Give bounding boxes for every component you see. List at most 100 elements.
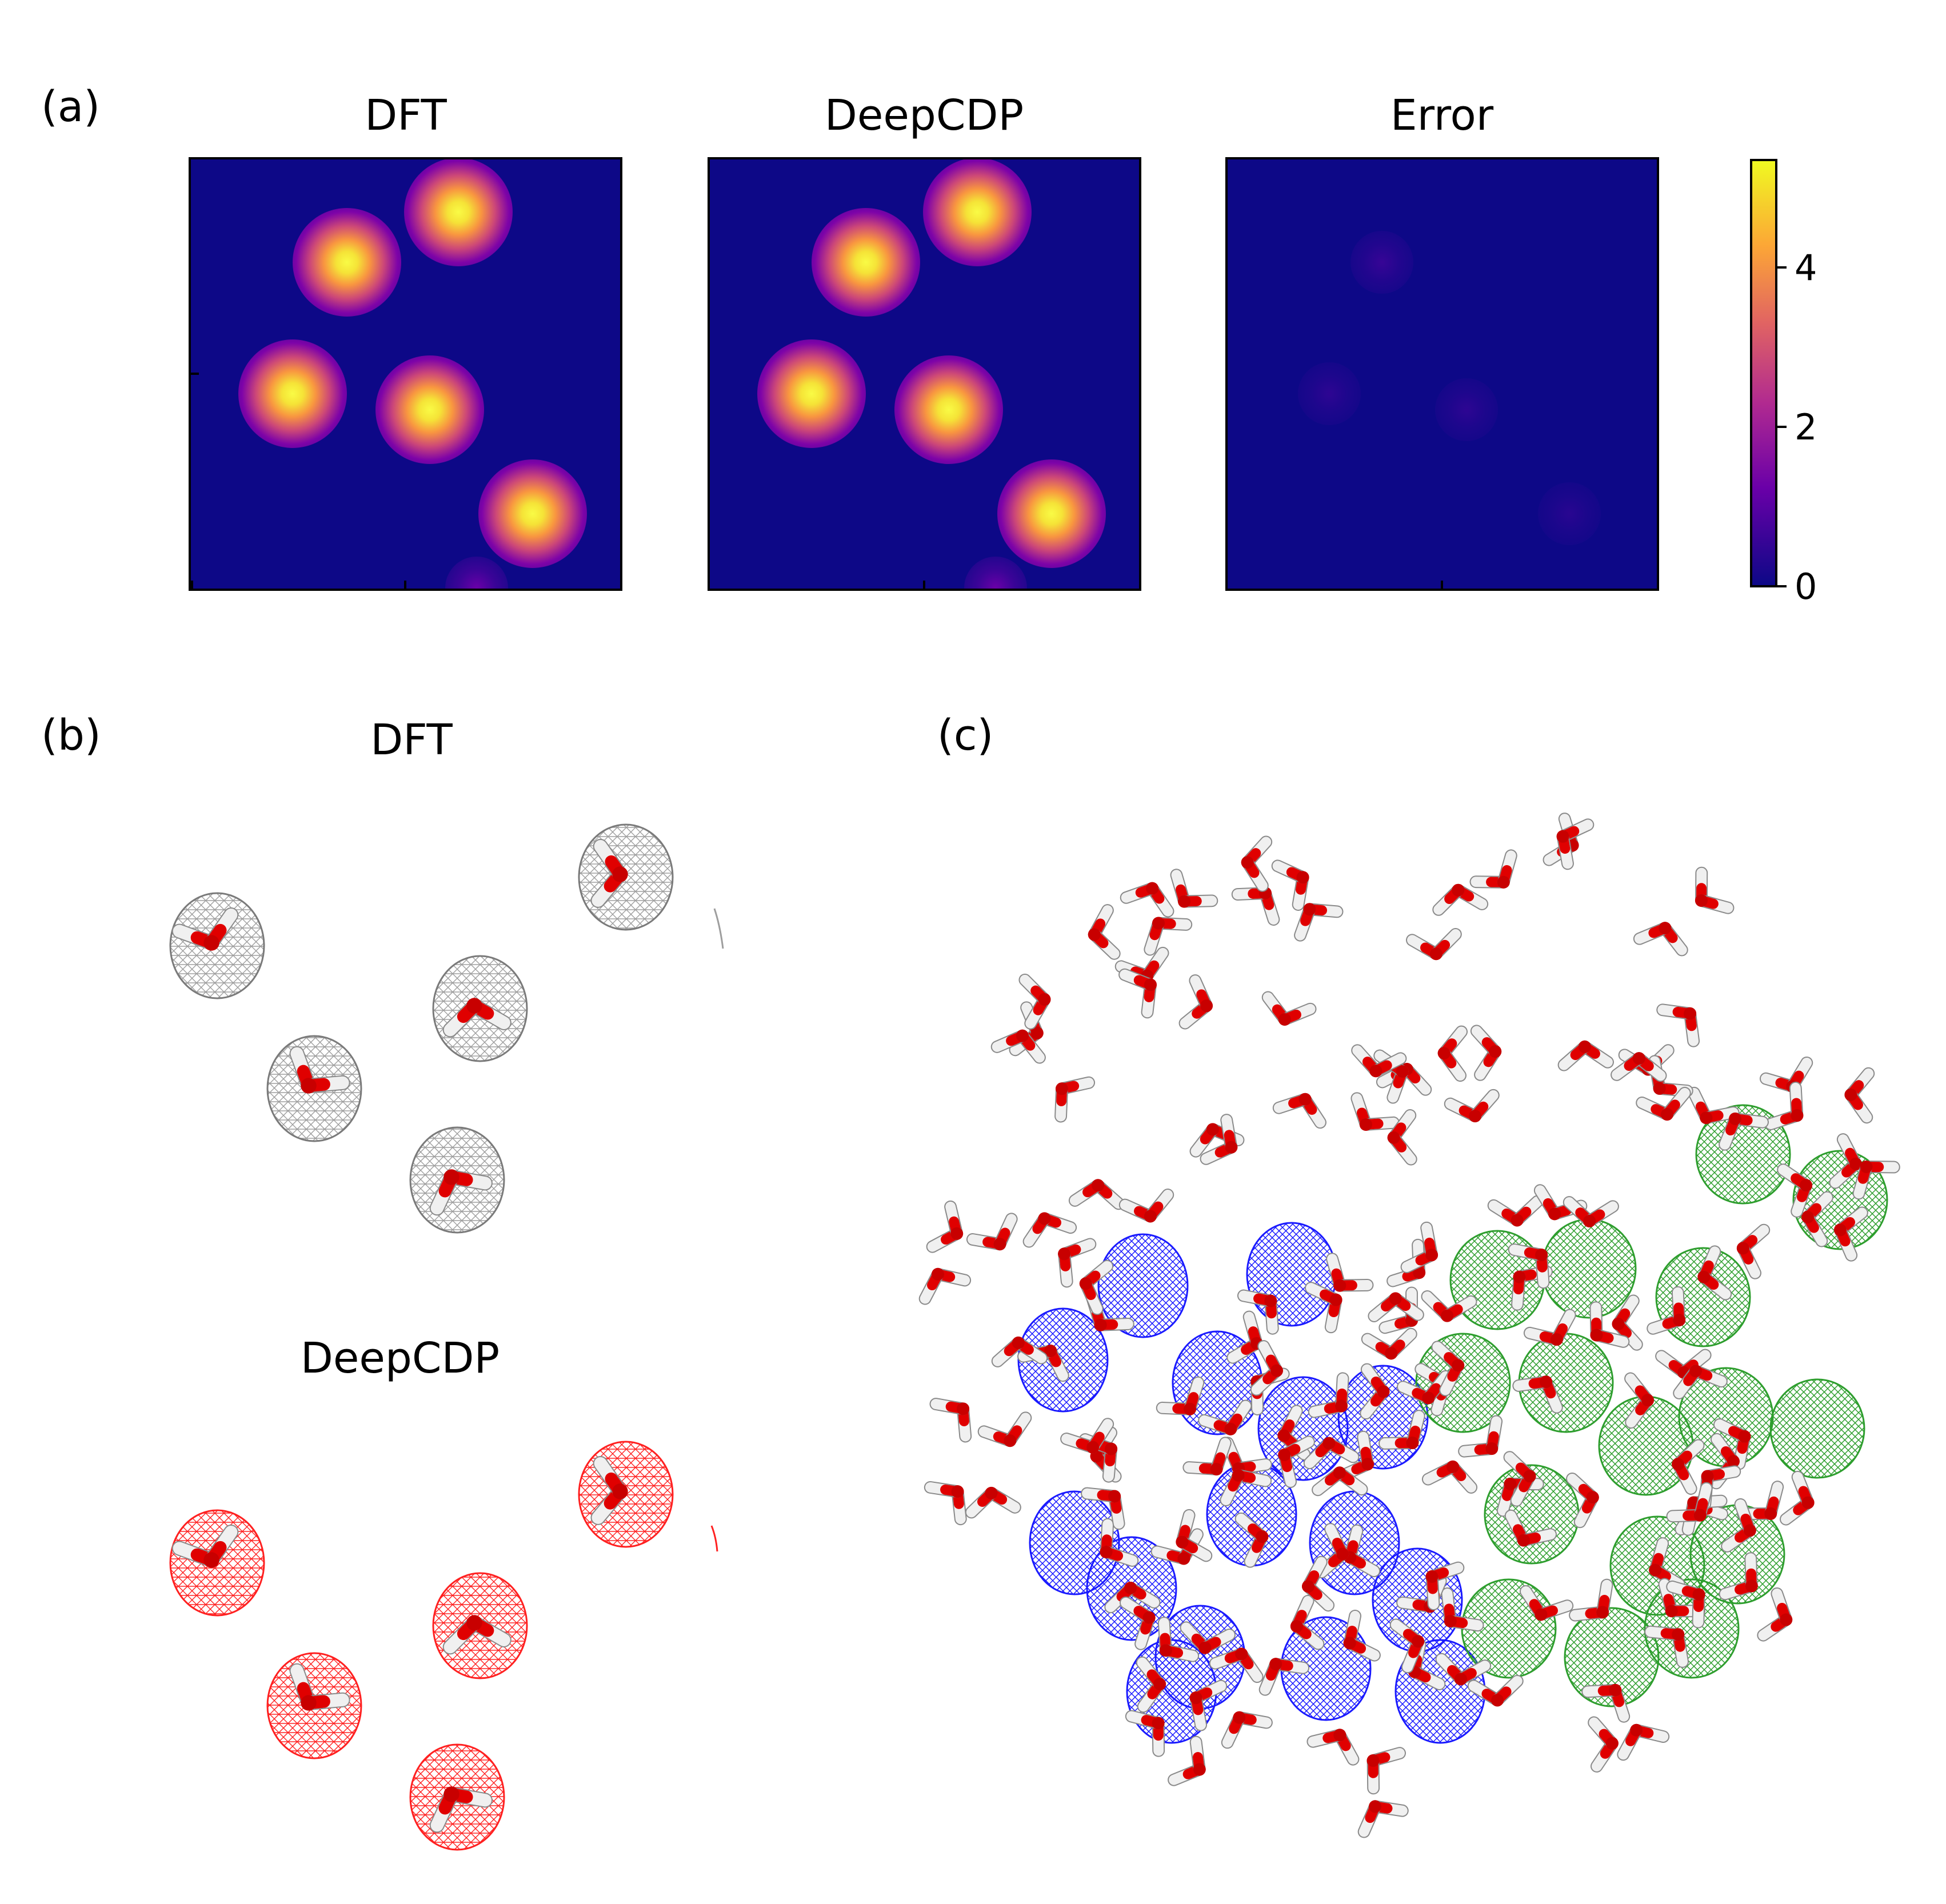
water-molecule [1695, 866, 1735, 914]
oxygen-atom [1468, 1109, 1482, 1123]
water-molecule [1170, 869, 1218, 908]
water-molecule [926, 1200, 964, 1253]
water-box-group [918, 813, 1900, 1838]
oxygen-atom [1406, 1436, 1419, 1450]
oxygen-atom [1396, 1065, 1409, 1078]
water-molecule [1118, 968, 1157, 1019]
oxygen-atom [1578, 1040, 1591, 1053]
oxygen-atom [1333, 1279, 1346, 1292]
oxygen-atom [1672, 1628, 1685, 1641]
water-molecule [1563, 1196, 1619, 1227]
dft-isosurface-group [169, 823, 724, 1234]
positive-density-isosurface [1655, 1247, 1751, 1347]
water-molecule [1611, 1052, 1667, 1082]
water-molecule [1234, 1512, 1269, 1568]
density-peak [894, 355, 1003, 464]
water-molecule [1157, 1617, 1200, 1662]
deepcdp-map-title: DeepCDP [824, 91, 1024, 140]
water-molecule [1458, 1415, 1503, 1458]
water-molecule [1221, 1711, 1273, 1749]
oxygen-atom [1108, 1490, 1121, 1503]
oxygen-atom [1672, 1458, 1685, 1471]
oxygen-atom [1523, 1470, 1536, 1483]
colorbar-tick-label: 0 [1795, 566, 1817, 607]
colorbar-tick-label: 4 [1795, 247, 1817, 289]
water-molecule [1068, 1179, 1125, 1210]
water-molecule [1503, 1451, 1536, 1507]
density-peak [812, 208, 920, 317]
water-molecule [1721, 1498, 1756, 1553]
oxygen-atom [1422, 1391, 1435, 1405]
oxygen-atom [1189, 1691, 1202, 1705]
oxygen-atom [1745, 1579, 1758, 1593]
water-molecule [1437, 1025, 1468, 1082]
water-molecule [1644, 1625, 1689, 1668]
error-density-map [1225, 157, 1659, 591]
colorbar-tick-label: 2 [1795, 406, 1817, 448]
oxygen-atom [1452, 1359, 1465, 1372]
oxygen-atom [301, 1078, 317, 1094]
oxygen-atom [1801, 1496, 1815, 1509]
water-molecule [1272, 1093, 1326, 1129]
water-molecule [1250, 1340, 1283, 1396]
water-molecule [1441, 1587, 1484, 1632]
oxygen-atom [1693, 1509, 1707, 1522]
oxygen-atom [1697, 1270, 1711, 1283]
oxygen-atom [1692, 1588, 1705, 1601]
water-molecule [991, 1336, 1048, 1367]
density-peak [923, 159, 1032, 266]
oxygen-atom [1727, 1455, 1740, 1468]
water-molecule [1566, 1472, 1599, 1529]
oxygen-atom [1412, 1635, 1425, 1648]
oxygen-atom [1235, 1647, 1248, 1661]
oxygen-atom [1079, 1277, 1092, 1290]
water-molecule [1350, 1092, 1400, 1131]
water-molecule [1226, 1310, 1263, 1364]
water-molecule [1431, 1341, 1465, 1397]
error-residual [1435, 378, 1498, 441]
oxygen-atom [1860, 1160, 1873, 1173]
water-molecule [1200, 1114, 1238, 1165]
oxygen-atom [1550, 1333, 1563, 1346]
water-molecule [1100, 1518, 1139, 1567]
oxygen-atom [1366, 1754, 1380, 1767]
water-molecule [1406, 927, 1462, 961]
oxygen-atom [1511, 1214, 1524, 1227]
water-molecule [289, 1663, 350, 1711]
water-molecule [1647, 1286, 1686, 1335]
oxygen-atom [1736, 1242, 1749, 1255]
oxygen-atom [1517, 1534, 1530, 1547]
water-molecule [1258, 1658, 1310, 1696]
water-molecule [1306, 1729, 1360, 1766]
oxygen-atom [1038, 1212, 1051, 1225]
water-molecule [1180, 1621, 1236, 1654]
water-molecule [1308, 1372, 1349, 1418]
oxygen-atom [1801, 1210, 1815, 1223]
water-molecule [429, 1786, 493, 1833]
water-molecule [1617, 1723, 1670, 1761]
water-molecule [1344, 1524, 1381, 1578]
oxygen-atom [1659, 922, 1672, 935]
water-molecule [1801, 1191, 1833, 1247]
oxygen-atom [1800, 1179, 1813, 1192]
oxygen-atom [466, 998, 482, 1014]
oxygen-atom [1144, 978, 1157, 991]
oxygen-atom [443, 1786, 459, 1802]
water-molecule [1666, 1580, 1705, 1629]
oxygen-atom [1124, 1581, 1137, 1595]
water-molecule [929, 1398, 972, 1443]
oxygen-atom [1833, 1223, 1847, 1237]
oxygen-atom [1437, 1046, 1450, 1060]
water-molecule [1305, 1282, 1342, 1334]
water-molecule [1343, 1609, 1381, 1662]
oxygen-atom [1369, 1065, 1382, 1078]
oxygen-atom [1100, 1545, 1113, 1559]
oxygen-atom [1630, 1723, 1643, 1737]
water-molecule [590, 1455, 628, 1525]
oxygen-atom [1183, 1402, 1197, 1415]
water-molecule [966, 1213, 1018, 1251]
oxygen-atom [1030, 1026, 1044, 1039]
water-molecule [1261, 991, 1317, 1026]
density-peak [478, 459, 587, 568]
